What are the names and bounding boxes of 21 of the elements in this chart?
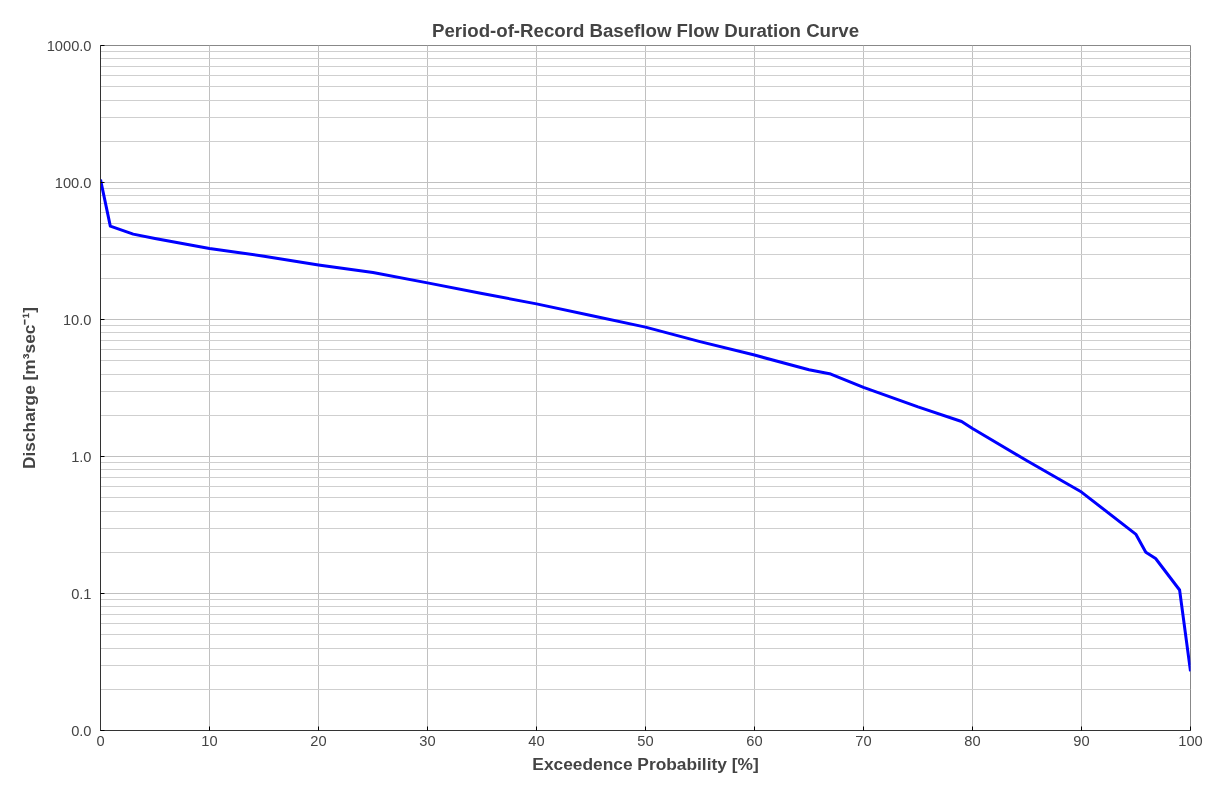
x-tick-label: 60	[746, 732, 763, 749]
chart-title: Period-of-Record Baseflow Flow Duration Curve	[431, 19, 860, 41]
line-series	[100, 178, 1191, 673]
x-tick-label: 0	[96, 732, 105, 749]
y-tick-label: 0.1	[71, 585, 92, 602]
x-tick-label: 30	[419, 732, 436, 749]
x-tick-label: 40	[528, 732, 545, 749]
x-tick-label: 90	[1073, 732, 1090, 749]
x-tick-label: 20	[310, 732, 327, 749]
y-tick-label: 0.0	[71, 722, 92, 739]
y-tick-label: 1.0	[71, 448, 92, 465]
x-tick-label: 10	[201, 732, 218, 749]
x-tick-label: 100	[1178, 732, 1203, 749]
x-tick-label: 50	[637, 732, 654, 749]
x-tick-label: 70	[855, 732, 872, 749]
y-axis-title: Discharge [m³sec⁻¹]	[18, 306, 39, 469]
y-tick-label: 10.0	[62, 311, 92, 328]
x-tick-label: 80	[964, 732, 981, 749]
y-tick-label: 1000.0	[46, 37, 92, 54]
x-axis-title: Exceedence Probability [%]	[532, 753, 759, 774]
y-tick-label: 100.0	[54, 174, 92, 191]
